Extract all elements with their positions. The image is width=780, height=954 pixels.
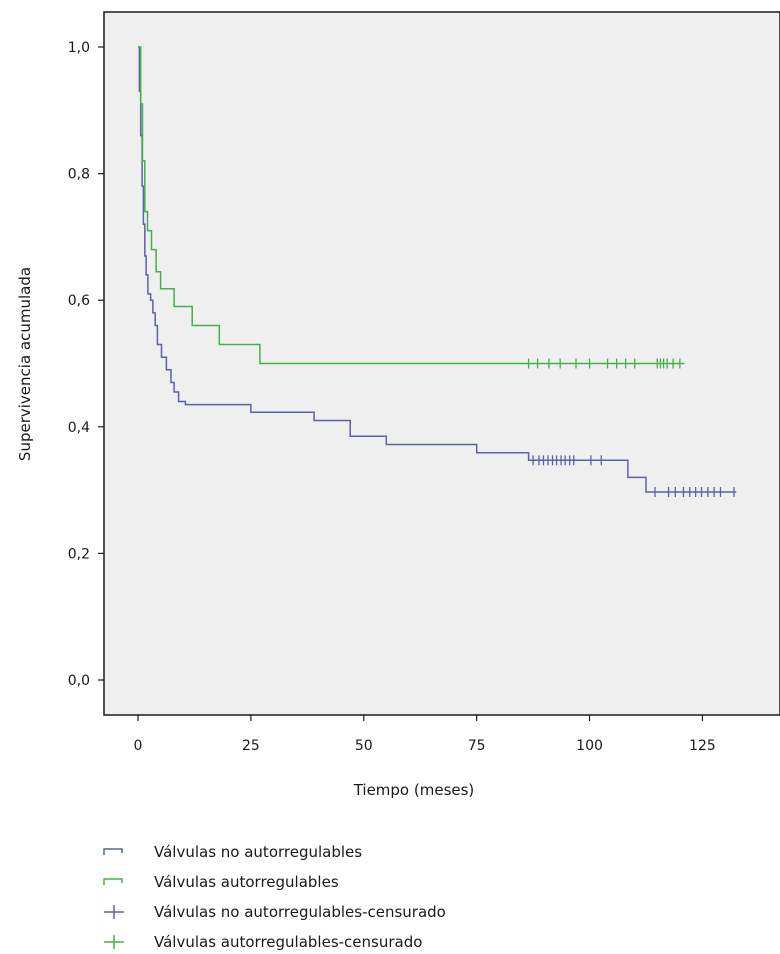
legend-label: Válvulas no autorregulables-censurado xyxy=(154,903,446,921)
x-tick-label: 75 xyxy=(468,738,486,754)
series-layer xyxy=(138,46,737,497)
x-tick-label: 100 xyxy=(576,738,603,754)
legend-line-swatch xyxy=(103,878,123,885)
y-tick-label: 0,2 xyxy=(68,546,90,562)
y-axis: 0,0 0,2 0,4 0,6 0,8 1,0 xyxy=(68,40,104,689)
x-tick-label: 50 xyxy=(355,738,373,754)
y-tick-label: 1,0 xyxy=(68,40,90,56)
legend: Válvulas no autorregulables Válvulas auto… xyxy=(103,843,446,951)
x-tick-label: 25 xyxy=(242,738,260,754)
legend-label: Válvulas autorregulables xyxy=(154,873,339,891)
series-line-autorregulables xyxy=(138,46,685,365)
legend-label: Válvulas no autorregulables xyxy=(154,843,362,861)
x-tick-label: 125 xyxy=(689,738,716,754)
y-axis-title: Supervivencia acumulada xyxy=(16,267,34,461)
x-axis-title: Tiempo (meses) xyxy=(353,781,475,799)
series-line-no-autorregulables xyxy=(138,46,737,493)
x-tick-label: 0 xyxy=(134,738,143,754)
y-tick-label: 0,0 xyxy=(68,673,90,689)
legend-line-swatch xyxy=(103,848,123,855)
x-axis: 0 25 50 75 100 125 xyxy=(134,715,716,754)
y-tick-label: 0,4 xyxy=(68,420,90,436)
y-tick-label: 0,8 xyxy=(68,167,90,183)
y-tick-label: 0,6 xyxy=(68,293,90,309)
legend-label: Válvulas autorregulables-censurado xyxy=(154,933,422,951)
